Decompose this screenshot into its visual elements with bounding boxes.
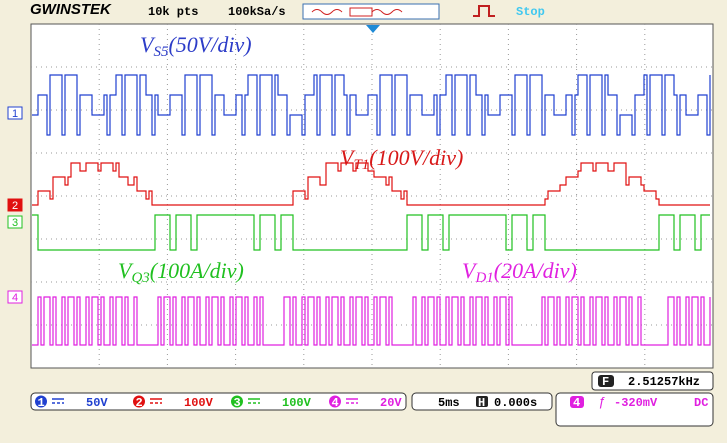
label-sub: S5 [153,44,169,60]
channel-scale: 50V [86,396,108,410]
brand: GWINSTEK [30,1,112,18]
label-scale: (50V/div) [168,32,251,57]
label-scale: (20A/div) [494,258,577,283]
page: {"header": {"brand": "GWINSTEK", "points… [0,0,727,443]
channel-id: 4 [332,396,339,410]
channel-marker: 1 [12,108,18,120]
frequency: 2.51257kHz [628,375,700,389]
trigger-icon [473,6,495,16]
trigger-level: -320mV [614,396,658,410]
channel-id: 1 [38,396,45,410]
label-scale: (100A/div) [150,258,244,283]
channel-id: 2 [136,396,143,410]
position-icon: H [478,396,485,410]
memory-bar [303,4,439,19]
label-scale: (100V/div) [369,145,463,170]
label-sub: D1 [474,270,493,286]
trigger-slope: ƒ [598,394,605,409]
trigger-coupling: DC [694,396,708,410]
status: Stop [516,5,545,19]
channel-id: 3 [234,396,241,410]
oscilloscope-screen: GWINSTEK 10k pts 100kSa/s Stop VS5(50V/d… [0,0,727,443]
frequency-icon: F [602,375,609,389]
sample-rate: 100kSa/s [228,5,286,19]
channel-marker: 2 [12,200,18,212]
points: 10k pts [148,5,198,19]
channel-marker: 4 [12,292,18,304]
label-sub: T1 [353,157,369,173]
position: 0.000s [494,396,537,410]
label-sub: Q3 [131,270,149,286]
channel-marker: 3 [12,217,18,229]
channel-scale: 20V [380,396,402,410]
trigger-source: 4 [573,396,580,410]
timebase: 5ms [438,396,460,410]
channel-scale: 100V [282,396,312,410]
channel-scale: 100V [184,396,214,410]
